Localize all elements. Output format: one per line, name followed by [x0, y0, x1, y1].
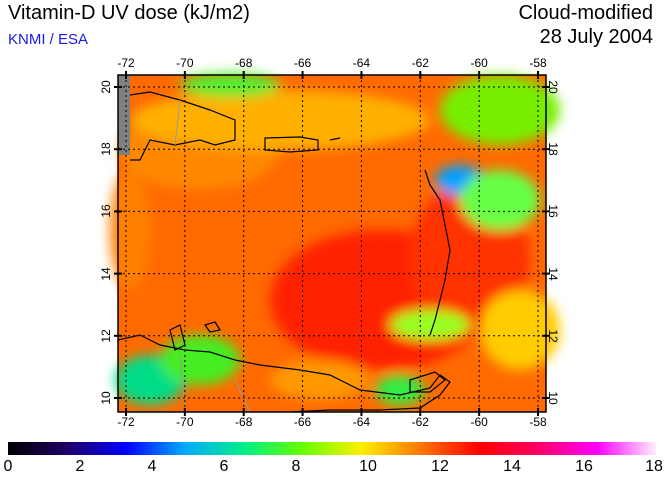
lon-label-bottom: -66 — [293, 415, 312, 429]
lat-label-left: 18 — [99, 142, 113, 156]
lon-label-bottom: -60 — [470, 415, 488, 429]
colorbar-label: 2 — [75, 458, 85, 475]
lon-label-top: -62 — [411, 56, 429, 70]
lat-label-left: 12 — [99, 329, 113, 343]
product-label: Cloud-modified — [518, 2, 653, 24]
lon-label-top: -60 — [470, 56, 488, 70]
colorbar — [8, 442, 656, 455]
lat-label-right: 14 — [546, 266, 560, 281]
colorbar-label: 16 — [575, 458, 593, 475]
colorbar-label: 6 — [219, 458, 229, 475]
lat-label-right: 10 — [546, 391, 560, 405]
colorbar-label: 14 — [503, 458, 521, 475]
colorbar-label: 8 — [291, 458, 301, 475]
lon-label-bottom: -68 — [235, 415, 253, 429]
frame-ticks — [114, 71, 550, 416]
credit-label: KNMI / ESA — [8, 31, 89, 48]
lat-label-left: 14 — [99, 266, 113, 281]
lat-label-right: 16 — [546, 204, 560, 219]
colorbar-label: 0 — [3, 458, 13, 475]
lon-label-bottom: -62 — [411, 415, 429, 429]
lon-label-bottom: -70 — [176, 415, 194, 429]
map-frame — [117, 74, 547, 413]
lon-label-bottom: -72 — [117, 415, 135, 429]
lon-label-top: -72 — [117, 56, 135, 70]
lon-label-top: -68 — [235, 56, 253, 70]
no-data-strip — [118, 75, 130, 155]
colorbar-label: 10 — [359, 458, 377, 475]
map-title: Vitamin-D UV dose (kJ/m2) — [8, 2, 250, 24]
date-label: 28 July 2004 — [539, 26, 653, 48]
lat-label-left: 10 — [99, 391, 113, 405]
lon-label-top: -64 — [352, 56, 371, 70]
lat-label-right: 20 — [546, 80, 560, 94]
lat-label-left: 16 — [99, 204, 113, 219]
lon-label-top: -70 — [176, 56, 194, 70]
colorbar-label: 18 — [645, 458, 663, 475]
lon-label-bottom: -64 — [352, 415, 371, 429]
border-lines — [174, 99, 251, 413]
lon-label-top: -58 — [529, 56, 547, 70]
lat-label-right: 12 — [546, 329, 560, 343]
lat-label-right: 18 — [546, 142, 560, 156]
colorbar-label: 4 — [147, 458, 157, 475]
lon-label-bottom: -58 — [529, 415, 547, 429]
lon-label-top: -66 — [293, 56, 312, 70]
colorbar-label: 12 — [431, 458, 449, 475]
graticule — [118, 75, 546, 412]
lat-label-left: 20 — [99, 80, 113, 94]
